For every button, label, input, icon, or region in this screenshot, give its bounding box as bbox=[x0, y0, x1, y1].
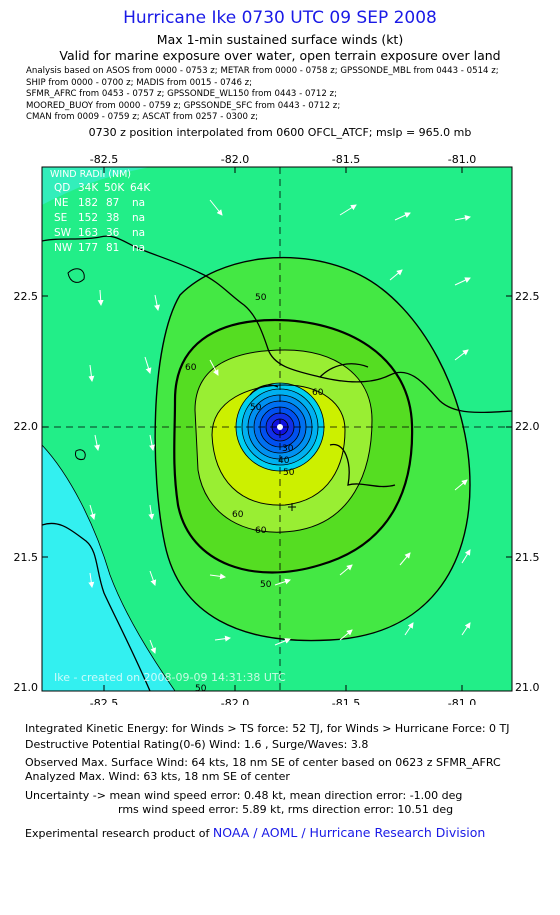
radii-header: 64K bbox=[130, 182, 151, 194]
wind-band-low-nw bbox=[42, 167, 150, 205]
analysis-sources: Analysis based on ASOS from 0000 - 0753 … bbox=[26, 66, 499, 124]
contour-50kt bbox=[154, 256, 471, 642]
contour-64kt bbox=[211, 384, 346, 506]
subtitle: Max 1-min sustained surface winds (kt) bbox=[156, 32, 404, 47]
lat-tick-right: 22.0 bbox=[515, 420, 540, 433]
lon-tick-bottom: -82.0 bbox=[221, 697, 249, 705]
analysis-line: MOORED_BUOY from 0000 - 0759 z; GPSSONDE… bbox=[26, 100, 341, 111]
lon-tick-top: -82.0 bbox=[221, 153, 249, 166]
storm-center bbox=[277, 424, 283, 430]
analysis-line: Analysis based on ASOS from 0000 - 0753 … bbox=[26, 66, 499, 76]
lon-tick-bottom: -81.5 bbox=[332, 697, 360, 705]
contour-label: 60 bbox=[232, 510, 244, 520]
lat-tick-right: 21.5 bbox=[515, 551, 540, 564]
radii-header: QD bbox=[54, 182, 70, 194]
radii-value: 87 bbox=[106, 197, 119, 209]
radii-quadrant: SE bbox=[54, 212, 67, 224]
lat-tick-left: 21.0 bbox=[14, 681, 39, 694]
uncertainty-rms-line: rms wind speed error: 5.89 kt, rms direc… bbox=[118, 803, 454, 816]
lon-tick-top: -81.5 bbox=[332, 153, 360, 166]
credit-prefix: Experimental research product of bbox=[25, 827, 213, 840]
analysis-line: CMAN from 0009 - 0759 z; ASCAT from 0257… bbox=[26, 112, 259, 123]
lat-tick-right: 22.5 bbox=[515, 290, 540, 303]
ike-line: Integrated Kinetic Energy: for Winds > T… bbox=[25, 722, 510, 735]
wind-band-low bbox=[42, 445, 175, 691]
lat-tick-left: 22.0 bbox=[14, 420, 39, 433]
radii-value: 177 bbox=[78, 242, 98, 254]
contour-34kt bbox=[42, 444, 176, 691]
wind-vectors bbox=[88, 199, 471, 654]
lon-tick-top: -81.0 bbox=[448, 153, 476, 166]
radii-header: 50K bbox=[104, 182, 125, 194]
created-watermark: Ike - created on 2008-09-09 14:31:38 UTC bbox=[54, 671, 286, 684]
wind-field-map: -82.5 -82.0 -81.5 -81.0 -82.5 -82.0 -81.… bbox=[14, 153, 540, 705]
radii-value: 182 bbox=[78, 197, 98, 209]
radii-value: 152 bbox=[78, 212, 98, 224]
contour-label: 30 bbox=[282, 444, 294, 454]
observed-max-line: Observed Max. Surface Wind: 64 kts, 18 n… bbox=[25, 756, 501, 769]
contour-label: 60 bbox=[185, 363, 197, 373]
radii-quadrant: NE bbox=[54, 197, 69, 209]
wind-radii-title: WIND RADII (NM) bbox=[50, 169, 131, 180]
contour-label: 60 bbox=[255, 526, 267, 536]
lon-tick-top: -82.5 bbox=[90, 153, 118, 166]
dpr-line: Destructive Potential Rating(0-6) Wind: … bbox=[25, 738, 369, 751]
position-line: 0730 z position interpolated from 0600 O… bbox=[88, 126, 472, 139]
radii-value: na bbox=[132, 212, 145, 224]
radii-quadrant: NW bbox=[54, 242, 73, 254]
analyzed-max-line: Analyzed Max. Wind: 63 kts, 18 nm SE of … bbox=[25, 770, 290, 783]
contour-label: 50 bbox=[260, 580, 272, 590]
radii-value: na bbox=[132, 242, 145, 254]
valid-for-line: Valid for marine exposure over water, op… bbox=[59, 48, 501, 63]
radii-header: 34K bbox=[78, 182, 99, 194]
lon-tick-bottom: -82.5 bbox=[90, 697, 118, 705]
wind-radii-table: WIND RADII (NM) QD 34K 50K 64K NE 182 87… bbox=[50, 169, 151, 254]
credit-line: Experimental research product of NOAA / … bbox=[25, 825, 485, 840]
radii-value: na bbox=[132, 227, 145, 239]
map-frame bbox=[41, 166, 513, 692]
island-outline bbox=[67, 268, 86, 460]
radii-quadrant: SW bbox=[54, 227, 72, 239]
contour-55kt bbox=[173, 318, 414, 574]
page-title: Hurricane Ike 0730 UTC 09 SEP 2008 bbox=[123, 8, 437, 28]
radii-value: na bbox=[132, 197, 145, 209]
coastline bbox=[42, 235, 512, 691]
contour-label: 40 bbox=[278, 456, 290, 466]
radii-value: 81 bbox=[106, 242, 119, 254]
radii-value: 38 bbox=[106, 212, 119, 224]
contour-60kt bbox=[194, 349, 373, 533]
radii-value: 36 bbox=[106, 227, 120, 239]
analysis-line: SFMR_AFRC from 0453 - 0757 z; GPSSONDE_W… bbox=[26, 89, 337, 100]
uncertainty-line: Uncertainty -> mean wind speed error: 0.… bbox=[25, 789, 463, 802]
max-wind-marker bbox=[288, 503, 296, 511]
credit-org-link[interactable]: NOAA / AOML / Hurricane Research Divisio… bbox=[212, 825, 486, 840]
tick-marks bbox=[42, 167, 512, 691]
radii-value: 163 bbox=[78, 227, 98, 239]
contour-label: 50 bbox=[283, 468, 295, 478]
lon-tick-bottom: -81.0 bbox=[448, 697, 476, 705]
contour-label: 50 bbox=[250, 403, 262, 413]
lat-tick-right: 21.0 bbox=[515, 681, 540, 694]
analysis-line: SHIP from 0000 - 0700 z; MADIS from 0015… bbox=[26, 77, 253, 88]
contour-label: 50 bbox=[195, 684, 207, 694]
contour-label: 50 bbox=[255, 293, 267, 303]
lat-tick-left: 22.5 bbox=[14, 290, 39, 303]
contour-label: 60 bbox=[312, 388, 324, 398]
lat-tick-left: 21.5 bbox=[14, 551, 39, 564]
